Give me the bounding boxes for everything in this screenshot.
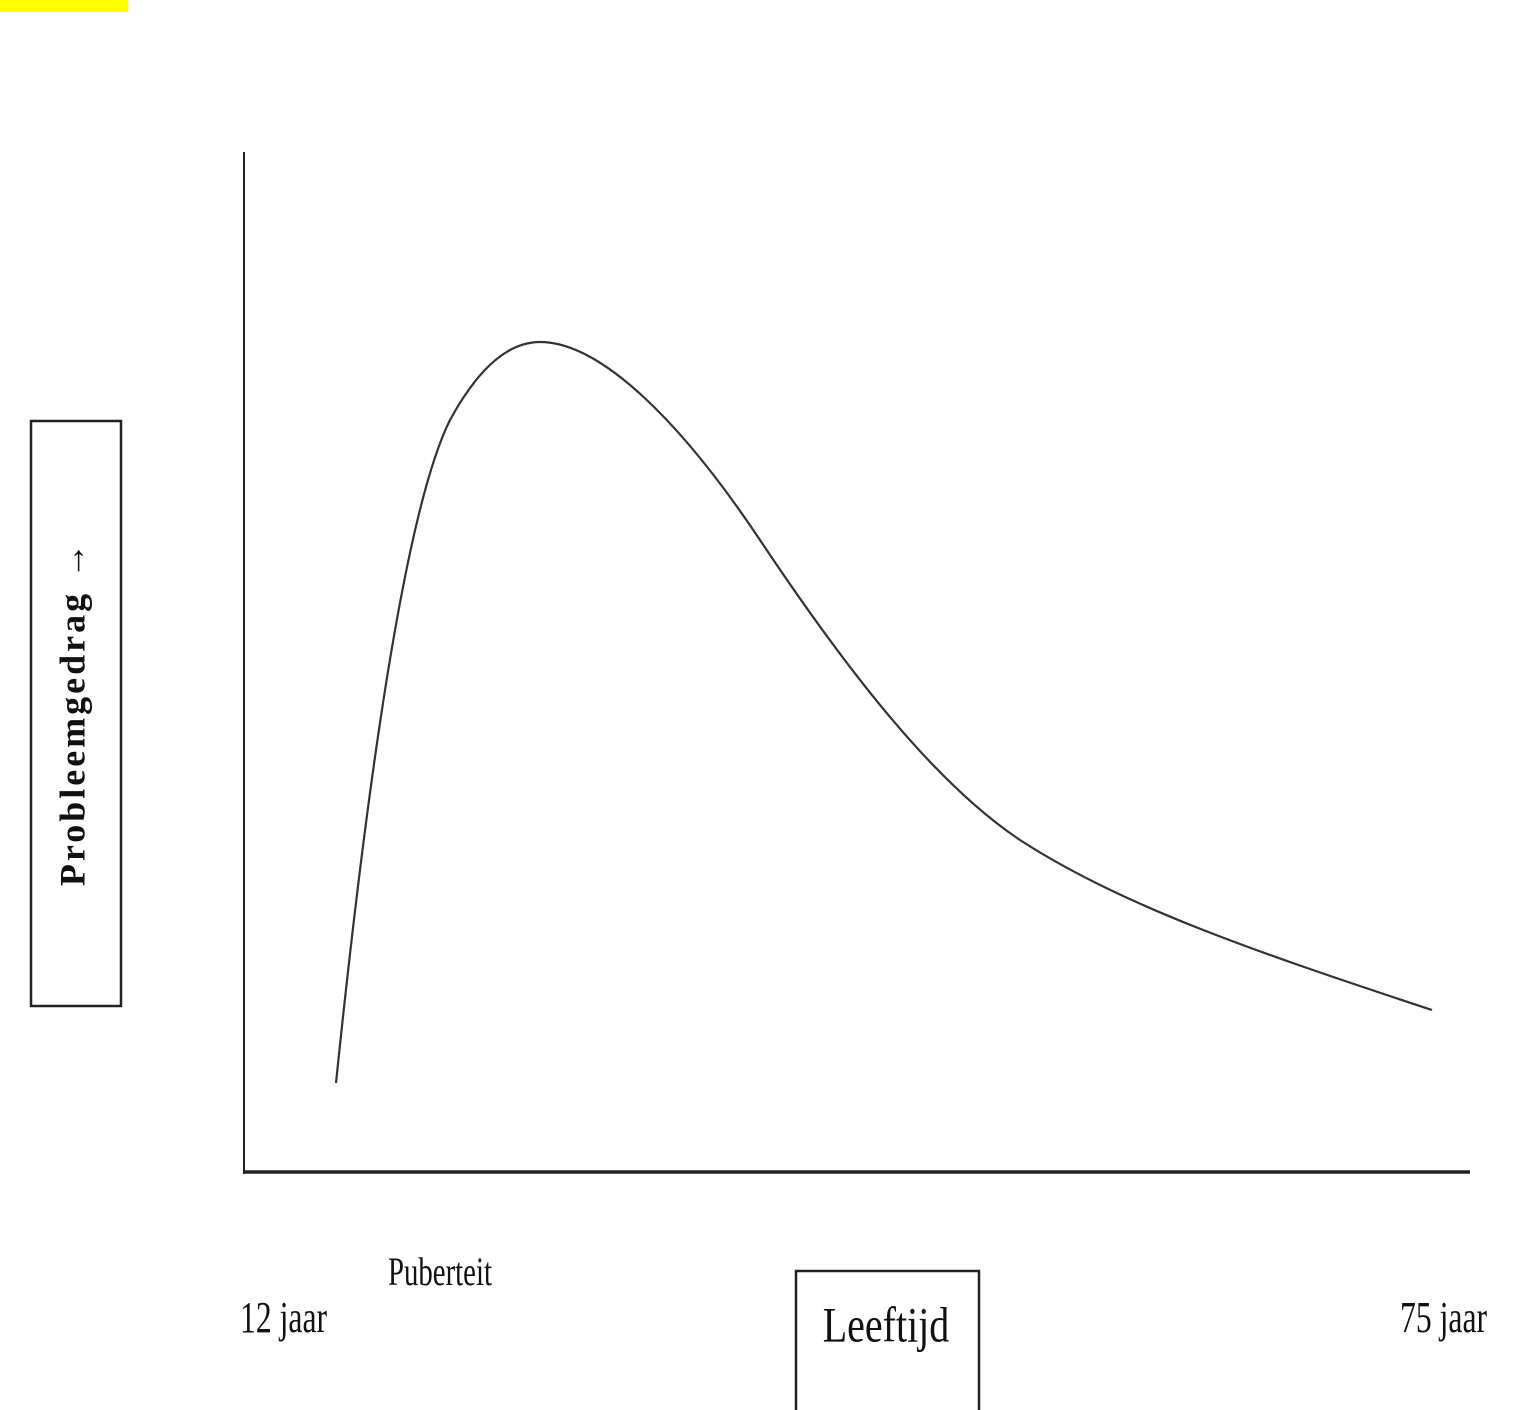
highlight-corner (0, 0, 128, 12)
x-label-box (794, 1269, 981, 1410)
x-axis-label: Leeftijd (823, 1297, 950, 1352)
y-axis-label: Probleemgedrag → (52, 540, 92, 886)
x-marker-label: Puberteit (388, 1250, 492, 1295)
y-label-box (29, 419, 123, 1008)
x-end-label: 75 jaar (1400, 1294, 1487, 1342)
curve (334, 340, 1433, 1084)
x-start-label: 12 jaar (240, 1294, 327, 1342)
